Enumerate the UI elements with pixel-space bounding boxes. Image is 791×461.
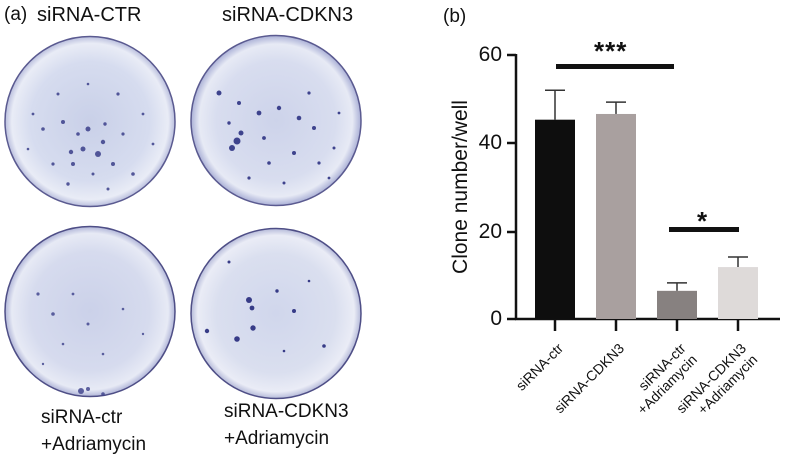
plate-sirna-cdkn3 xyxy=(190,34,362,207)
plate-label-sirna-ctr: siRNA-CTR xyxy=(37,4,142,26)
plate-sirna-cdkn3-adriamycin xyxy=(190,227,362,400)
plate-label-sirna-cdkn3: siRNA-CDKN3 xyxy=(222,4,354,26)
y-tick-20: 20 xyxy=(478,220,502,243)
y-tick-60: 60 xyxy=(478,43,502,66)
bars xyxy=(535,89,758,320)
significance-stars-2: * xyxy=(697,206,709,236)
plate-label-line1: siRNA-ctr xyxy=(41,407,123,428)
panel-b-label: (b) xyxy=(443,6,467,27)
significance-annotations xyxy=(556,64,739,232)
y-tick-40: 40 xyxy=(478,131,502,154)
y-tick-0: 0 xyxy=(490,307,502,330)
plate-label-line1: siRNA-CDKN3 xyxy=(224,401,349,422)
plate-sirna-ctr xyxy=(4,35,176,208)
significance-stars-1: *** xyxy=(594,36,628,66)
plate-label-sirna-cdkn3-adriamycin: siRNA-CDKN3 +Adriamycin xyxy=(224,398,349,452)
bar xyxy=(657,290,697,319)
plate-label-line2: +Adriamycin xyxy=(224,428,330,449)
plate-label-sirna-ctr-adriamycin: siRNA-ctr +Adriamycin xyxy=(41,404,146,458)
bar xyxy=(718,267,758,319)
bar xyxy=(535,119,575,320)
plate-label-line2: +Adriamycin xyxy=(41,434,147,455)
panel-a-label: (a) xyxy=(4,4,28,25)
bar xyxy=(596,113,636,320)
plate-sirna-ctr-adriamycin xyxy=(4,225,176,398)
